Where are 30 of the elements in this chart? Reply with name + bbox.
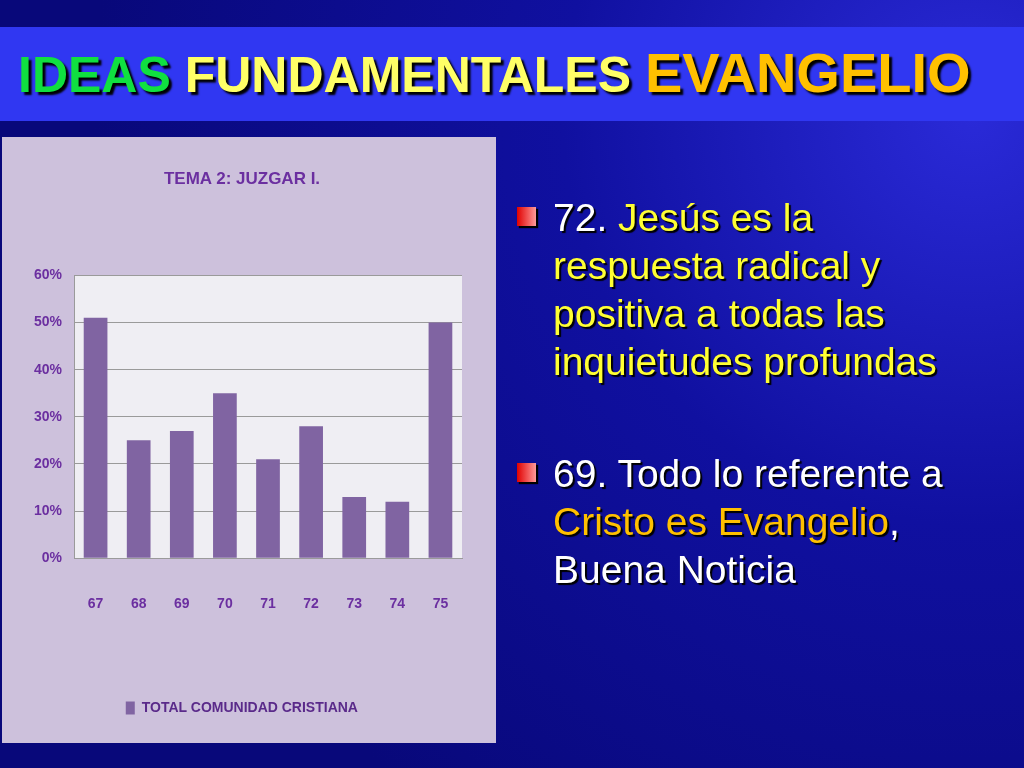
x-tick-label: 67 bbox=[87, 595, 104, 612]
bar bbox=[342, 496, 367, 558]
y-tick-label: 20% bbox=[33, 454, 63, 471]
bar bbox=[83, 317, 108, 558]
x-tick-label: 75 bbox=[432, 595, 449, 612]
x-tick-label: 73 bbox=[346, 595, 363, 612]
x-tick-label: 70 bbox=[217, 595, 233, 612]
x-tick-label: 68 bbox=[130, 595, 147, 612]
bar bbox=[169, 430, 194, 558]
text: 72. Jesús es la respuesta radical y positiva a todas las inquietudes profundas bbox=[553, 196, 937, 383]
bar bbox=[299, 426, 323, 558]
y-tick-label: 10% bbox=[33, 501, 63, 518]
chart-title: IDEAS FUNDAMENTALES EVANGELIO bbox=[18, 41, 971, 104]
bar bbox=[428, 322, 453, 558]
x-tick-label: 71 bbox=[260, 595, 277, 612]
bar bbox=[256, 459, 280, 558]
x-tick-label: 72 bbox=[303, 595, 320, 612]
x-tick-label: 69 bbox=[174, 595, 190, 612]
y-tick-label: 0% bbox=[41, 549, 63, 566]
y-tick-label: 30% bbox=[33, 407, 63, 424]
x-tick-label: 74 bbox=[389, 595, 406, 612]
text: 69. Todo lo referente a Cristo es Evangelio, Buena Noticia bbox=[553, 452, 943, 591]
y-tick-label: 60% bbox=[33, 266, 63, 283]
y-tick-label: 40% bbox=[33, 360, 63, 377]
chart-subtitle: TEMA 2: JUZGAR I. bbox=[163, 168, 321, 188]
bar bbox=[385, 501, 410, 558]
y-tick-label: 50% bbox=[33, 313, 63, 330]
legend-label: TOTAL COMUNIDAD CRISTIANA bbox=[141, 698, 358, 715]
bar bbox=[213, 393, 237, 558]
bar bbox=[126, 440, 151, 558]
